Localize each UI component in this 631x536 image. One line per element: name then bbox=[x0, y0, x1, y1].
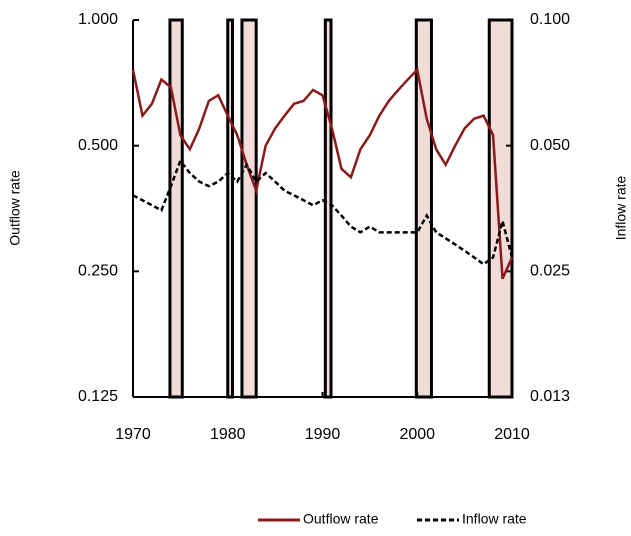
y-tick-label: 0.250 bbox=[78, 263, 118, 280]
y-axis-title: Outflow rate bbox=[7, 170, 23, 246]
x-tick-label: 1980 bbox=[210, 426, 246, 443]
y-tick-label: 0.125 bbox=[78, 388, 118, 405]
series-line bbox=[132, 158, 514, 266]
y2-tick-label: 0.100 bbox=[530, 11, 570, 28]
x-tick-label: 2000 bbox=[399, 426, 435, 443]
recession-band bbox=[240, 18, 258, 399]
recession-band bbox=[168, 18, 184, 399]
y-tick-label: 0.500 bbox=[78, 137, 118, 154]
legend-label: Outflow rate bbox=[303, 511, 379, 527]
y2-axis-title: Inflow rate bbox=[613, 175, 629, 240]
recession-band bbox=[487, 18, 514, 399]
legend-label: Inflow rate bbox=[462, 511, 527, 527]
y2-tick-label: 0.050 bbox=[530, 137, 570, 154]
recession-band bbox=[323, 18, 333, 399]
y2-tick-label: 0.013 bbox=[530, 388, 570, 405]
recession-band bbox=[226, 18, 234, 399]
x-tick-label: 1970 bbox=[115, 426, 151, 443]
x-tick-label: 1990 bbox=[305, 426, 341, 443]
x-tick-label: 2010 bbox=[494, 426, 530, 443]
y2-tick-label: 0.025 bbox=[530, 263, 570, 280]
series-line bbox=[131, 67, 514, 280]
y-tick-label: 1.000 bbox=[78, 11, 118, 28]
